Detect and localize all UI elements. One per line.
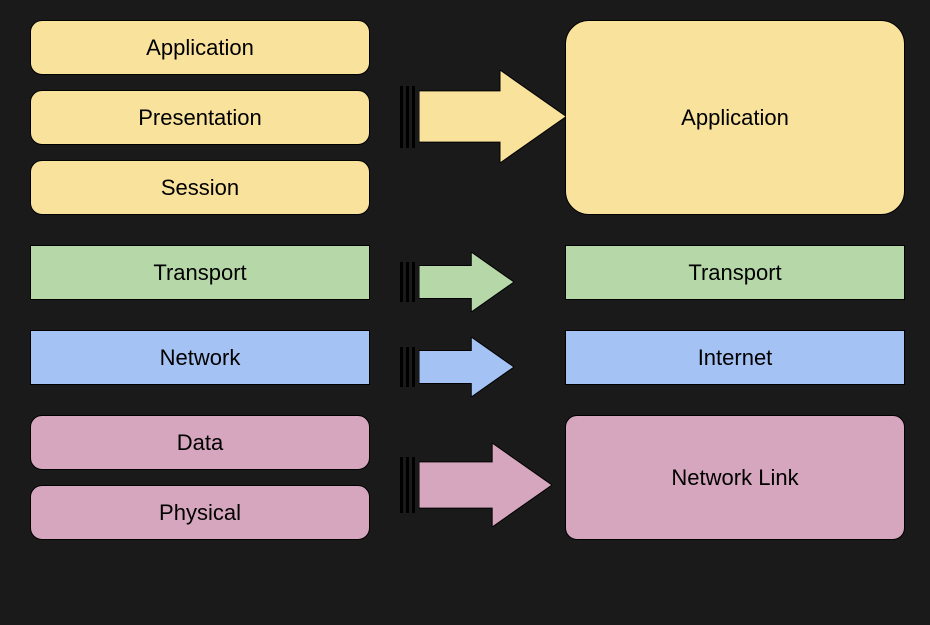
arrow-bar (400, 86, 403, 148)
layer-label: Transport (688, 260, 781, 286)
arrow-bar (412, 86, 415, 148)
arrow-icon (419, 252, 514, 312)
layer-label: Network Link (671, 465, 798, 491)
arrow-motion-bars (400, 86, 415, 148)
left-layer-application: Application (30, 20, 370, 75)
left-layer-session: Session (30, 160, 370, 215)
layer-label: Application (681, 105, 789, 131)
arrow-bar (400, 262, 403, 302)
right-layer-r-transport: Transport (565, 245, 905, 300)
right-layer-r-internet: Internet (565, 330, 905, 385)
layer-label: Transport (153, 260, 246, 286)
arrow-bar (406, 86, 409, 148)
right-layer-r-application: Application (565, 20, 905, 215)
arrow-app (400, 70, 566, 163)
left-layer-data: Data (30, 415, 370, 470)
left-layer-presentation: Presentation (30, 90, 370, 145)
arrow-motion-bars (400, 262, 415, 302)
layer-label: Presentation (138, 105, 262, 131)
layer-label: Network (160, 345, 241, 371)
arrow-bar (412, 347, 415, 387)
arrow-link (400, 443, 552, 527)
arrow-bar (400, 347, 403, 387)
left-layer-transport: Transport (30, 245, 370, 300)
arrow-bar (400, 457, 403, 513)
arrow-bar (412, 457, 415, 513)
arrow-bar (412, 262, 415, 302)
arrow-bar (406, 347, 409, 387)
arrow-icon (419, 443, 552, 527)
layer-label: Application (146, 35, 254, 61)
arrow-motion-bars (400, 347, 415, 387)
left-layer-physical: Physical (30, 485, 370, 540)
arrow-network (400, 337, 514, 397)
layer-label: Internet (698, 345, 773, 371)
arrow-icon (419, 337, 514, 397)
right-layer-r-network-link: Network Link (565, 415, 905, 540)
arrow-icon (419, 70, 566, 163)
arrow-bar (406, 457, 409, 513)
arrow-transport (400, 252, 514, 312)
arrow-bar (406, 262, 409, 302)
layer-label: Physical (159, 500, 241, 526)
arrow-motion-bars (400, 457, 415, 513)
layer-label: Data (177, 430, 223, 456)
left-layer-network: Network (30, 330, 370, 385)
layer-label: Session (161, 175, 239, 201)
